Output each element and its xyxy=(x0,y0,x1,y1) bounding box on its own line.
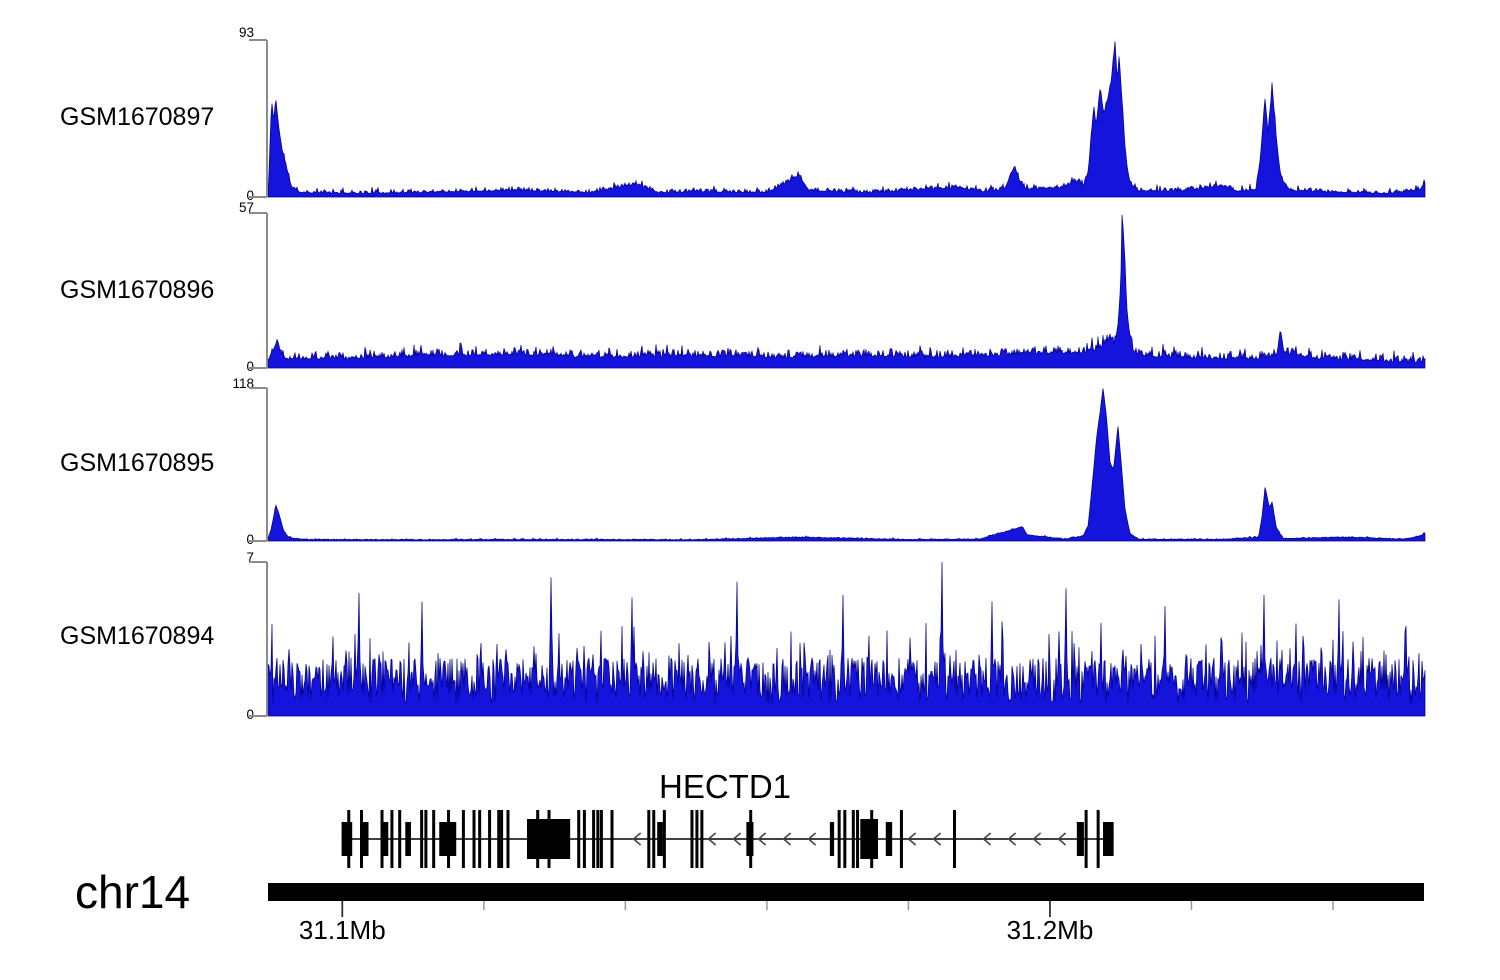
strand-arrow-icon xyxy=(782,832,792,846)
y-max-label-4: 7 xyxy=(246,550,254,565)
track-label-2: GSM1670896 xyxy=(60,276,215,304)
exon xyxy=(829,822,835,856)
exon xyxy=(461,810,465,868)
exon xyxy=(690,810,694,868)
chromosome-bar xyxy=(268,883,1424,901)
exon xyxy=(488,810,492,868)
coverage-tracks-layer xyxy=(249,39,1426,717)
exon xyxy=(432,810,436,868)
y-axis-GSM1670894 xyxy=(249,561,268,717)
strand-arrow-icon xyxy=(632,832,642,846)
gene-model-layer xyxy=(341,810,1114,868)
y-zero-label-2: 0 xyxy=(246,359,254,374)
strand-arrow-icon xyxy=(1007,832,1017,846)
exon xyxy=(843,810,847,868)
exon xyxy=(885,822,893,856)
strand-arrow-icon xyxy=(707,832,717,846)
y-axis-GSM1670895 xyxy=(249,387,268,542)
exon xyxy=(953,810,957,868)
exon xyxy=(472,810,476,868)
y-zero-label-4: 0 xyxy=(246,707,254,722)
exon xyxy=(596,810,600,868)
exon xyxy=(851,810,855,868)
exon xyxy=(362,822,369,856)
y-max-label-1: 93 xyxy=(238,25,254,40)
exon xyxy=(652,810,656,868)
coverage-area-GSM1670895 xyxy=(267,388,1426,542)
chromosome-bar-layer xyxy=(268,883,1424,917)
exon xyxy=(497,810,501,868)
exon xyxy=(837,810,841,868)
strand-arrow-icon xyxy=(982,832,992,846)
exon xyxy=(1096,810,1100,868)
exon xyxy=(860,819,878,859)
exon xyxy=(599,810,603,868)
exon xyxy=(662,810,666,868)
track-label-3: GSM1670895 xyxy=(60,449,215,477)
axis-tick-label: 31.1Mb xyxy=(298,915,386,945)
y-axis-GSM1670897 xyxy=(249,39,268,198)
exon xyxy=(695,810,699,868)
coverage-area-GSM1670896 xyxy=(267,214,1426,369)
exon xyxy=(380,810,384,868)
gene-name-label: HECTD1 xyxy=(658,768,792,805)
exon xyxy=(657,822,663,856)
strand-arrow-icon xyxy=(1032,832,1042,846)
strand-arrow-icon xyxy=(807,832,817,846)
strand-arrow-icon xyxy=(1057,832,1067,846)
exon xyxy=(447,810,451,868)
coverage-area-GSM1670897 xyxy=(267,41,1426,198)
exon xyxy=(405,822,411,856)
axis-tick-label: 31.2Mb xyxy=(1006,915,1094,945)
y-max-label-2: 57 xyxy=(238,200,254,215)
strand-arrow-icon xyxy=(907,832,917,846)
exon xyxy=(347,810,351,868)
exon xyxy=(870,810,874,868)
exon xyxy=(577,810,581,868)
exon xyxy=(424,810,428,868)
exon xyxy=(1076,822,1084,856)
y-zero-label-1: 0 xyxy=(246,188,254,203)
track-label-4: GSM1670894 xyxy=(60,622,215,650)
exon xyxy=(592,810,596,868)
strand-arrow-icon xyxy=(732,832,742,846)
exon xyxy=(390,810,394,868)
y-axis-GSM1670896 xyxy=(249,212,268,369)
exon xyxy=(1103,822,1114,856)
exon xyxy=(899,810,903,868)
track-label-1: GSM1670897 xyxy=(60,103,215,131)
coverage-area-GSM1670894 xyxy=(267,561,1426,717)
exon xyxy=(582,810,586,868)
exon xyxy=(610,810,614,868)
exon xyxy=(506,810,510,868)
exon xyxy=(478,810,482,868)
chromosome-label: chr14 xyxy=(75,866,191,918)
exon xyxy=(1084,810,1088,868)
y-zero-label-3: 0 xyxy=(246,532,254,547)
exon xyxy=(420,810,424,868)
exon xyxy=(383,822,389,856)
exon xyxy=(536,810,540,868)
exon xyxy=(856,810,860,868)
strand-arrow-icon xyxy=(932,832,942,846)
exon xyxy=(341,822,353,856)
y-max-label-3: 118 xyxy=(232,376,254,391)
exon xyxy=(359,810,363,868)
strand-arrow-icon xyxy=(757,832,767,846)
exon xyxy=(547,810,551,868)
exon xyxy=(500,810,504,868)
exon xyxy=(700,810,704,868)
exon xyxy=(749,810,753,868)
exon xyxy=(647,810,651,868)
exon xyxy=(398,810,402,868)
